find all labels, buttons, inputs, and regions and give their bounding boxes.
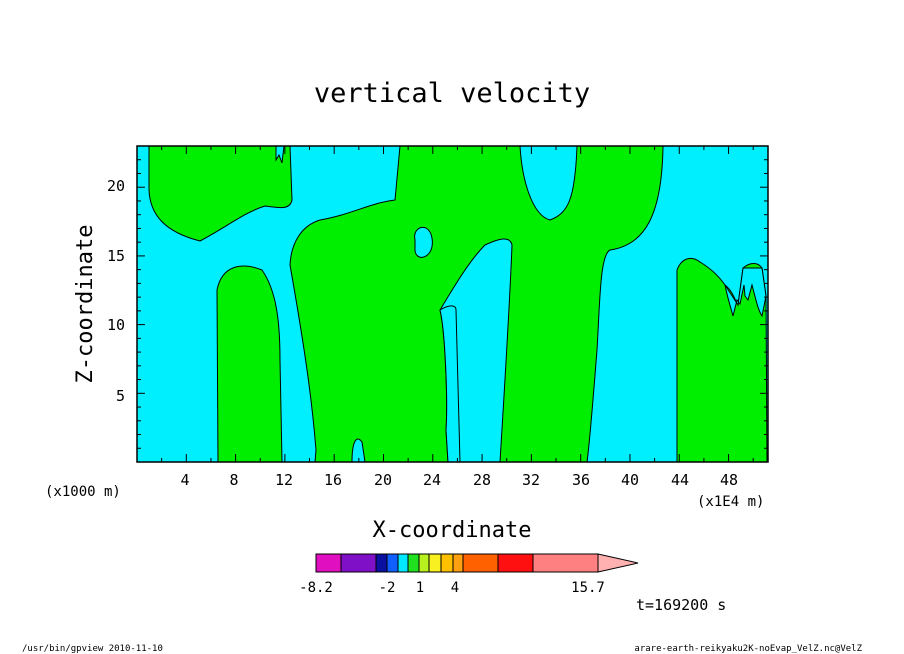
x-unit-label-right: (x1E4 m) <box>697 494 764 510</box>
colorbar-segment <box>428 553 442 573</box>
colorbar-segment <box>452 553 464 573</box>
chart-title: vertical velocity <box>314 78 590 109</box>
x-tick-label: 48 <box>720 471 738 489</box>
colorbar-label: 15.7 <box>571 580 605 596</box>
x-tick-label: 8 <box>229 471 238 489</box>
y-tick-labels: 5 10 15 20 <box>107 177 125 405</box>
y-tick-label: 15 <box>107 247 125 265</box>
updraft-region-left-column <box>216 265 283 463</box>
colorbar-segment <box>375 553 388 573</box>
x-tick-label: 16 <box>324 471 342 489</box>
footer-right: arare-earth-reikyaku2K-noEvap_VelZ.nc@Ve… <box>634 644 862 654</box>
downdraft-fingers-right <box>724 267 767 318</box>
axis-ticks <box>137 146 768 462</box>
y-tick-label: 20 <box>107 177 125 195</box>
colorbar-label: 1 <box>416 580 424 596</box>
colorbar-segment <box>497 553 534 573</box>
colorbar-segment <box>407 553 420 573</box>
x-tick-label: 40 <box>621 471 639 489</box>
colorbar-segment <box>315 553 342 573</box>
colorbar-extension-arrow <box>597 553 639 573</box>
x-tick-label: 12 <box>275 471 293 489</box>
x-tick-label: 44 <box>671 471 689 489</box>
plot-frame <box>136 145 769 463</box>
plot-area <box>136 145 769 463</box>
colorbar-label: -2 <box>379 580 396 596</box>
x-tick-label: 36 <box>572 471 590 489</box>
colorbar-label: -8.2 <box>299 580 333 596</box>
y-tick-label: 5 <box>116 387 125 405</box>
updraft-region-center <box>289 145 664 463</box>
colorbar-segment <box>462 553 499 573</box>
colorbar-segment <box>440 553 454 573</box>
colorbar-segment <box>397 553 409 573</box>
colorbar-segment <box>340 553 377 573</box>
x-tick-labels: 4 8 12 16 20 24 28 32 36 40 44 48 <box>180 471 738 489</box>
downdraft-bubble <box>414 227 433 258</box>
colorbar-segment <box>418 553 430 573</box>
colorbar-labels: -8.2 -2 1 4 15.7 <box>299 580 605 596</box>
colorbar <box>315 553 639 573</box>
y-axis-label: Z-coordinate <box>73 225 98 384</box>
colorbar-segment <box>386 553 399 573</box>
x-tick-label: 24 <box>423 471 441 489</box>
colorbar-segment <box>532 553 599 573</box>
x-tick-label: 4 <box>180 471 189 489</box>
colorbar-label: 4 <box>451 580 459 596</box>
updraft-region-top-left <box>148 145 293 242</box>
x-unit-label-left: (x1000 m) <box>45 484 121 500</box>
x-tick-label: 20 <box>374 471 392 489</box>
x-axis-label: X-coordinate <box>373 518 532 543</box>
y-tick-label: 10 <box>107 316 125 334</box>
x-tick-label: 32 <box>522 471 540 489</box>
x-tick-label: 28 <box>473 471 491 489</box>
time-label: t=169200 s <box>636 596 726 614</box>
footer-left: /usr/bin/gpview 2010-11-10 <box>22 644 163 654</box>
downdraft-channel <box>439 305 461 463</box>
